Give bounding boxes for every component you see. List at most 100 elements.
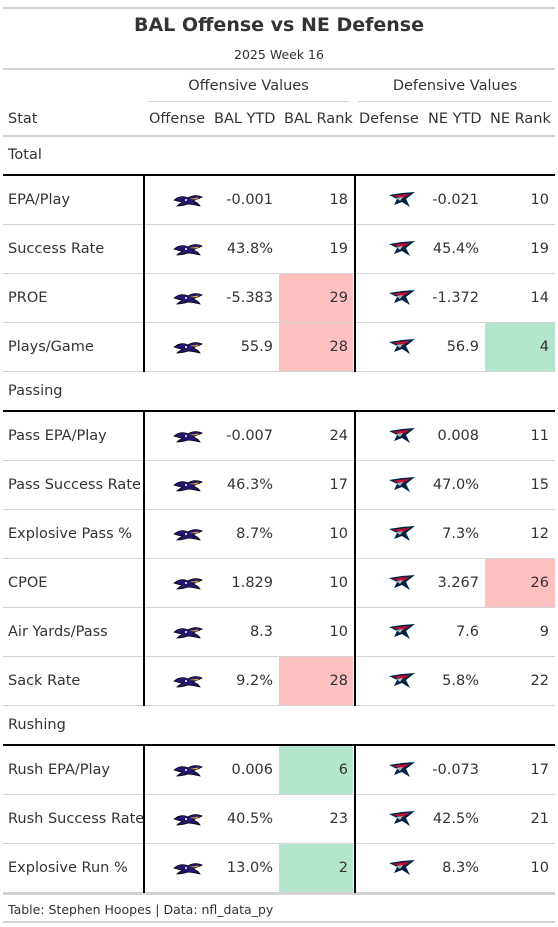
patriots-logo-icon	[388, 290, 416, 310]
bal-ytd-value: 13.0%	[226, 860, 273, 876]
bal-rank-value: 29	[329, 290, 348, 306]
ravens-logo-icon	[173, 478, 203, 497]
patriots-logo-icon	[388, 762, 416, 782]
offensive-spanner-line	[148, 101, 349, 102]
col-header-defense: Defense	[359, 111, 419, 127]
stat-label: Pass Success Rate	[8, 477, 141, 493]
group-header-rushing: Rushing	[8, 717, 66, 733]
col-header-bal-rank: BAL Rank	[284, 111, 353, 127]
bal-rank-value: 24	[329, 428, 348, 444]
table-row: Sack Rate 9.2% 28 5.8% 22	[3, 657, 555, 706]
bal-rank-value: 2	[338, 860, 348, 876]
bal-rank-value: 19	[329, 241, 348, 257]
ne-ytd-value: 45.4%	[432, 241, 479, 257]
group-top-border	[3, 174, 555, 176]
stat-label: Pass EPA/Play	[8, 428, 107, 444]
stat-label: CPOE	[8, 575, 48, 591]
ne-rank-value: 14	[530, 290, 549, 306]
patriots-logo-icon	[388, 860, 416, 880]
bal-ytd-value: 0.006	[231, 762, 273, 778]
patriots-logo-icon	[388, 575, 416, 595]
row-divider	[3, 322, 555, 323]
offense-divider-line	[143, 744, 145, 893]
defense-divider-line	[354, 744, 356, 893]
ravens-logo-icon	[173, 674, 203, 693]
ne-ytd-value: 56.9	[446, 339, 479, 355]
bal-ytd-value: 46.3%	[226, 477, 273, 493]
row-divider	[3, 273, 555, 274]
ne-ytd-value: 3.267	[437, 575, 479, 591]
ne-rank-value: 19	[530, 241, 549, 257]
bal-ytd-value: 40.5%	[226, 811, 273, 827]
ravens-logo-icon	[173, 625, 203, 644]
defensive-values-spanner: Defensive Values	[392, 78, 518, 94]
bal-rank-value: 10	[329, 575, 348, 591]
bal-rank-value: 28	[329, 339, 348, 355]
row-divider	[3, 558, 555, 559]
row-divider	[3, 460, 555, 461]
stat-label: Air Yards/Pass	[8, 624, 108, 640]
ravens-logo-icon	[173, 193, 203, 212]
patriots-logo-icon	[388, 811, 416, 831]
row-divider	[3, 892, 555, 893]
patriots-logo-icon	[388, 428, 416, 448]
ne-ytd-value: 8.3%	[442, 860, 479, 876]
ne-rank-value: 9	[539, 624, 549, 640]
table-row: Pass Success Rate 46.3% 17 47.0% 15	[3, 461, 555, 510]
ne-rank-value: 21	[530, 811, 549, 827]
col-header-ne-ytd: NE YTD	[428, 111, 482, 127]
table-row: CPOE 1.829 10 3.267 26	[3, 559, 555, 608]
header-top-border	[3, 68, 555, 70]
top-border	[3, 7, 555, 9]
col-header-offense: Offense	[149, 111, 205, 127]
ne-rank-highlight	[485, 559, 555, 607]
ravens-logo-icon	[173, 242, 203, 261]
ne-rank-value: 10	[530, 192, 549, 208]
patriots-logo-icon	[388, 192, 416, 212]
table-row: Explosive Run % 13.0% 2 8.3% 10	[3, 844, 555, 893]
bal-ytd-value: 8.3	[249, 624, 273, 640]
row-divider	[3, 607, 555, 608]
bal-rank-value: 10	[329, 624, 348, 640]
bal-ytd-value: 43.8%	[226, 241, 273, 257]
stat-label: PROE	[8, 290, 48, 306]
col-header-bal-ytd: BAL YTD	[214, 111, 276, 127]
ravens-logo-icon	[173, 429, 203, 448]
offense-divider-line	[143, 410, 145, 706]
ne-ytd-value: 7.6	[455, 624, 479, 640]
table-row: Explosive Pass % 8.7% 10 7.3% 12	[3, 510, 555, 559]
bal-rank-value: 28	[329, 673, 348, 689]
table-title: BAL Offense vs NE Defense	[133, 14, 424, 36]
row-divider	[3, 656, 555, 657]
stat-label: Rush EPA/Play	[8, 762, 110, 778]
table-subtitle: 2025 Week 16	[234, 47, 324, 62]
group-header-passing: Passing	[8, 383, 63, 399]
ravens-logo-icon	[173, 527, 203, 546]
ravens-logo-icon	[173, 861, 203, 880]
bal-rank-value: 17	[329, 477, 348, 493]
table-row: Rush Success Rate 40.5% 23 42.5% 21	[3, 795, 555, 844]
offensive-values-spanner: Offensive Values	[188, 78, 309, 94]
row-divider	[3, 705, 555, 706]
group-header-total: Total	[8, 147, 42, 163]
ne-ytd-value: 42.5%	[432, 811, 479, 827]
group-top-border	[3, 410, 555, 412]
bal-ytd-value: -5.383	[226, 290, 273, 306]
table-row: Success Rate 43.8% 19 45.4% 19	[3, 225, 555, 274]
patriots-logo-icon	[388, 241, 416, 261]
ne-ytd-value: 0.008	[437, 428, 479, 444]
ravens-logo-icon	[173, 340, 203, 359]
table-row: Air Yards/Pass 8.3 10 7.6 9	[3, 608, 555, 657]
bal-rank-highlight	[279, 844, 353, 892]
patriots-logo-icon	[388, 477, 416, 497]
ravens-logo-icon	[173, 291, 203, 310]
stat-label: Explosive Run %	[8, 860, 128, 876]
row-divider	[3, 794, 555, 795]
ne-rank-value: 12	[530, 526, 549, 542]
footer-top-border	[3, 893, 555, 895]
row-divider	[3, 371, 555, 372]
ne-rank-value: 26	[530, 575, 549, 591]
ravens-logo-icon	[173, 576, 203, 595]
row-divider	[3, 843, 555, 844]
col-header-stat: Stat	[8, 111, 38, 127]
